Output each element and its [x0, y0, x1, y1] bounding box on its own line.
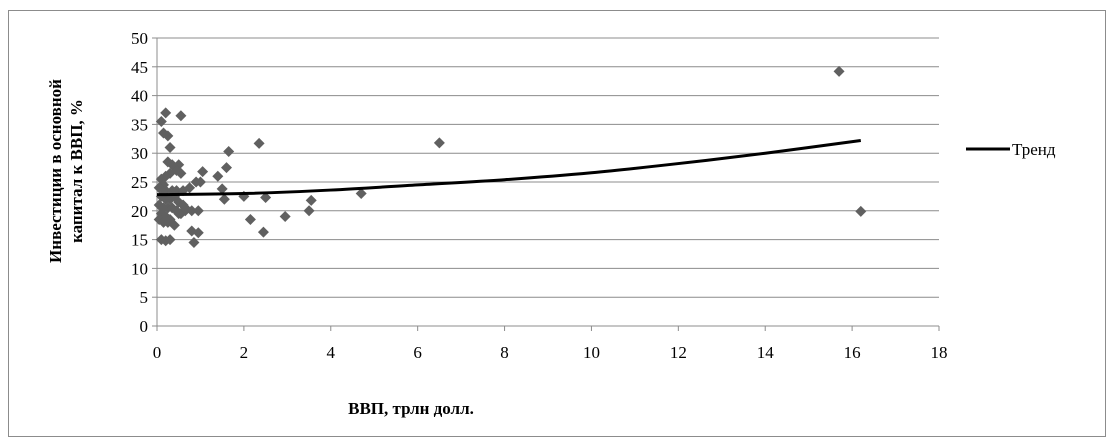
data-point	[303, 205, 315, 217]
legend-label-trend: Тренд	[1012, 140, 1056, 159]
data-point	[188, 236, 200, 248]
data-point	[216, 183, 228, 195]
data-point	[260, 192, 272, 204]
data-point	[186, 205, 198, 217]
y-tick-labels: 0 5 10 15 20 25 30 35 40 45 50	[131, 29, 148, 336]
data-point	[155, 116, 167, 128]
y-tick-label: 25	[131, 173, 148, 192]
x-tick-label: 18	[931, 343, 948, 362]
data-point	[168, 219, 180, 231]
y-tick-label: 45	[131, 58, 148, 77]
x-axis-title: ВВП, трлн долл.	[348, 399, 474, 418]
data-point	[212, 170, 224, 182]
data-point	[305, 194, 317, 206]
gridlines	[157, 37, 939, 298]
data-point	[253, 137, 265, 149]
x-tick-label: 12	[670, 343, 687, 362]
y-tick-label: 5	[140, 288, 149, 307]
x-tick-label: 8	[500, 343, 509, 362]
legend: Тренд	[966, 140, 1056, 159]
x-tick-label: 0	[153, 343, 162, 362]
data-point	[223, 145, 235, 157]
x-tick-label: 6	[413, 343, 422, 362]
data-points	[153, 65, 867, 248]
data-point	[164, 234, 176, 246]
data-point	[218, 193, 230, 205]
y-axis-title-line-1: Инвестиции в основной	[46, 79, 65, 263]
y-tick-label: 10	[131, 259, 148, 278]
data-point	[257, 226, 269, 238]
data-point	[158, 127, 170, 139]
chart-frame: 0 5 10 15 20 25 30 35 40 45 50 0 2 4 6 8 10 12 14 16 18 ВВП…	[8, 10, 1106, 437]
x-tick-label: 2	[240, 343, 249, 362]
data-point	[855, 205, 867, 217]
y-tick-label: 50	[131, 29, 148, 48]
scatter-chart: 0 5 10 15 20 25 30 35 40 45 50 0 2 4 6 8 10 12 14 16 18 ВВП…	[46, 29, 1056, 418]
data-point	[164, 141, 176, 153]
data-point	[833, 65, 845, 77]
x-tick-label: 10	[583, 343, 600, 362]
y-tick-label: 35	[131, 115, 148, 134]
data-point	[175, 167, 187, 179]
data-point	[184, 182, 196, 194]
y-axis-title: Инвестиции в основной капитал к ВВП, %	[46, 79, 86, 263]
trend-line	[156, 139, 861, 197]
data-point	[160, 107, 172, 119]
y-tick-label: 0	[140, 317, 149, 336]
data-point	[162, 130, 174, 142]
x-tick-labels: 0 2 4 6 8 10 12 14 16 18	[153, 343, 948, 362]
data-point	[221, 162, 233, 174]
data-point	[433, 137, 445, 149]
y-axis-title-line-2: капитал к ВВП, %	[67, 99, 86, 243]
x-tick-label: 4	[327, 343, 336, 362]
y-tick-label: 15	[131, 231, 148, 250]
data-point	[173, 208, 185, 220]
data-point	[197, 166, 209, 178]
x-tick-label: 16	[844, 343, 861, 362]
data-point	[190, 176, 202, 188]
data-point	[175, 110, 187, 122]
data-point	[279, 211, 291, 223]
trend-layer	[156, 139, 861, 197]
data-point	[192, 227, 204, 239]
y-tick-label: 40	[131, 87, 148, 106]
axes	[152, 37, 940, 331]
y-tick-label: 30	[131, 144, 148, 163]
data-point	[192, 205, 204, 217]
data-point	[244, 213, 256, 225]
y-tick-label: 20	[131, 202, 148, 221]
data-point	[355, 188, 367, 200]
x-tick-label: 14	[757, 343, 775, 362]
